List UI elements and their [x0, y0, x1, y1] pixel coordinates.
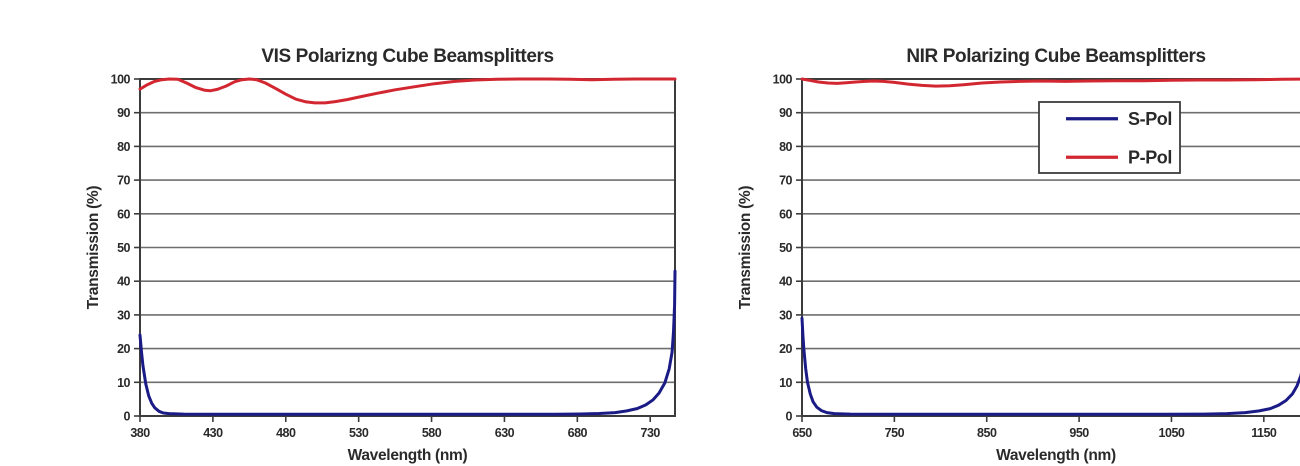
legend-label-p-pol: P-Pol: [1128, 148, 1172, 168]
x-tick-label: 750: [885, 426, 905, 440]
x-tick-label: 480: [276, 426, 296, 440]
chart-title: NIR Polarizing Cube Beamsplitters: [906, 46, 1205, 67]
y-tick-label: 90: [779, 106, 792, 120]
vis-chart-svg: 0 10 20 30 40 50 60 70 80 90 100 380 430 480 530 580 630…: [85, 46, 677, 464]
nir-beamsplitter-chart: 0 10 20 30 40 50 60 70 80 90 100 650 750 850 950 1050 11…: [690, 16, 1300, 466]
x-tick-label: 680: [568, 426, 588, 440]
p-pol-curve: [800, 77, 1300, 88]
y-tick-label: 80: [117, 140, 130, 154]
x-tick-label: 630: [495, 426, 515, 440]
plot-border: [801, 78, 1300, 417]
s-pol-curve: [138, 269, 677, 416]
y-tick-label: 60: [117, 207, 130, 221]
nir-chart-svg: 0 10 20 30 40 50 60 70 80 90 100 650 750 850 950 1050 11…: [737, 46, 1300, 464]
y-tick-label: 100: [111, 73, 131, 87]
legend-label-s-pol: S-Pol: [1128, 109, 1172, 129]
y-tick-label: 50: [117, 241, 130, 255]
y-tick-label: 100: [773, 73, 793, 87]
y-tick-label: 80: [779, 140, 792, 154]
y-tick-label: 0: [124, 410, 131, 424]
x-tick-label: 950: [1069, 426, 1089, 440]
x-tick-label: 430: [203, 426, 223, 440]
y-axis-label: Transmission (%): [737, 186, 754, 310]
y-tick-label: 10: [117, 376, 130, 390]
plot-border: [139, 78, 676, 417]
x-axis-label: Wavelength (nm): [996, 447, 1116, 464]
y-tick-label: 40: [117, 275, 130, 289]
y-tick-label: 0: [786, 410, 793, 424]
chart-title: VIS Polarizng Cube Beamsplitters: [261, 46, 553, 67]
p-pol-curve: [138, 77, 677, 105]
y-tick-label: 10: [779, 376, 792, 390]
x-tick-label: 650: [792, 426, 812, 440]
s-pol-curve: [800, 316, 1300, 416]
x-tick-label: 1150: [1251, 426, 1277, 440]
x-tick-label: 530: [349, 426, 369, 440]
x-tick-label: 580: [422, 426, 442, 440]
y-tick-label: 20: [779, 342, 792, 356]
legend-box: [1038, 101, 1181, 174]
x-tick-label: 730: [641, 426, 661, 440]
y-axis-label: Transmission (%): [85, 186, 102, 310]
x-tick-label: 380: [130, 426, 150, 440]
vis-beamsplitter-chart: 0 10 20 30 40 50 60 70 80 90 100 380 430 480 530 580 630…: [40, 16, 690, 466]
y-tick-label: 60: [779, 207, 792, 221]
y-tick-label: 70: [117, 174, 130, 188]
x-tick-label: 850: [977, 426, 997, 440]
x-axis-label: Wavelength (nm): [348, 447, 468, 464]
y-tick-label: 30: [779, 308, 792, 322]
x-tick-label: 1050: [1159, 426, 1185, 440]
y-tick-label: 20: [117, 342, 130, 356]
y-tick-label: 50: [779, 241, 792, 255]
y-tick-label: 30: [117, 308, 130, 322]
y-tick-label: 70: [779, 174, 792, 188]
y-tick-label: 40: [779, 275, 792, 289]
y-tick-label: 90: [117, 106, 130, 120]
